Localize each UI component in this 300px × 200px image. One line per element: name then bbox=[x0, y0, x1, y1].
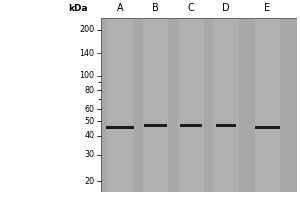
Text: D: D bbox=[222, 3, 230, 13]
Text: 100: 100 bbox=[80, 71, 94, 80]
Text: 60: 60 bbox=[85, 105, 94, 114]
Bar bbox=[255, 18, 280, 192]
Bar bbox=[216, 124, 236, 127]
Text: 80: 80 bbox=[85, 86, 94, 95]
Text: 140: 140 bbox=[80, 49, 94, 58]
Bar bbox=[107, 18, 133, 192]
Bar bbox=[214, 18, 239, 192]
Text: 200: 200 bbox=[80, 25, 94, 34]
Text: 30: 30 bbox=[85, 150, 94, 159]
Bar bbox=[100, 18, 297, 192]
Bar bbox=[255, 126, 280, 129]
Text: 40: 40 bbox=[85, 131, 94, 140]
Bar bbox=[143, 18, 168, 192]
Bar bbox=[144, 124, 167, 127]
Bar bbox=[106, 126, 134, 129]
Text: kDa: kDa bbox=[68, 4, 88, 13]
Bar bbox=[180, 124, 202, 127]
Text: C: C bbox=[188, 3, 194, 13]
Bar bbox=[178, 18, 204, 192]
Text: A: A bbox=[117, 3, 124, 13]
Text: E: E bbox=[265, 3, 271, 13]
Text: 20: 20 bbox=[84, 177, 94, 186]
Text: 50: 50 bbox=[84, 117, 94, 126]
Text: B: B bbox=[152, 3, 159, 13]
